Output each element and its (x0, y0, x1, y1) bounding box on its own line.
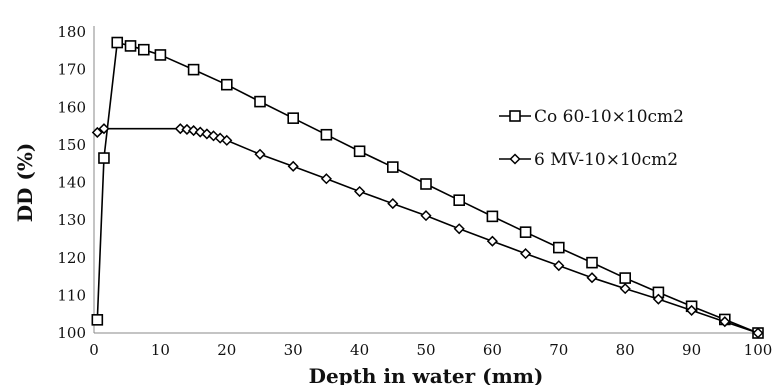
series-2-point (320, 173, 332, 185)
x-tick-label: 70 (549, 341, 568, 359)
y-tick-label: 160 (57, 98, 86, 116)
series-2-point (686, 304, 698, 316)
x-axis-ticks: 0 10 20 30 40 50 60 70 80 90 100 (89, 341, 772, 359)
y-axis-title: DD (%) (13, 143, 37, 223)
y-tick-label: 140 (57, 174, 86, 192)
series-2-point (221, 134, 233, 146)
series-1-point (586, 256, 598, 269)
y-tick-label: 170 (57, 61, 86, 79)
x-tick-label: 90 (682, 341, 701, 359)
series-2-point (553, 260, 565, 272)
x-tick-label: 20 (217, 341, 236, 359)
legend-marker (509, 153, 521, 165)
series-2-point (354, 185, 366, 198)
legend: Co 60-10×10cm2 6 MV-10×10cm2 (499, 107, 684, 170)
x-axis-title: Depth in water (mm) (309, 364, 544, 385)
y-tick-label: 130 (57, 211, 86, 229)
series-layer (91, 36, 764, 339)
x-tick-label: 40 (350, 341, 369, 359)
series-1-point (386, 161, 399, 173)
series-1-point (486, 210, 499, 223)
series-1-point (221, 78, 233, 91)
series-1-point (287, 112, 300, 124)
series-2-point (453, 223, 465, 235)
series-2-point (98, 123, 110, 135)
series-2-point (719, 316, 731, 328)
x-tick-label: 0 (89, 341, 99, 359)
series-1-point (519, 226, 532, 238)
series-1-point (111, 36, 124, 49)
y-tick-label: 120 (57, 249, 86, 267)
legend-entry-2: 6 MV-10×10cm2 (499, 150, 678, 170)
series-1-point (154, 49, 167, 61)
y-tick-label: 180 (57, 23, 86, 41)
series-1-point (453, 194, 466, 206)
series-1-point (91, 314, 104, 326)
series-2 (91, 123, 764, 339)
x-tick-label: 30 (284, 341, 303, 359)
series-2-point (619, 283, 631, 295)
series-2-point (420, 210, 432, 222)
series-1-point (420, 178, 432, 190)
y-tick-label: 110 (57, 286, 86, 304)
series-1-point (138, 43, 150, 56)
y-tick-label: 100 (57, 324, 86, 342)
axes (93, 26, 758, 334)
series-1-point (124, 40, 137, 52)
series-2-point (254, 148, 266, 160)
series-2-point (486, 235, 498, 247)
series-1-point (353, 145, 366, 158)
series-2-point (752, 327, 764, 339)
legend-marker (509, 110, 521, 122)
x-tick-label: 80 (616, 341, 635, 359)
series-1-point (320, 128, 333, 141)
legend-label: Co 60-10×10cm2 (534, 107, 684, 127)
series-2-point (520, 248, 532, 260)
legend-label: 6 MV-10×10cm2 (534, 150, 678, 170)
series-2-point (387, 198, 399, 210)
series-1-point (619, 272, 632, 284)
series-1-point (552, 241, 565, 254)
series-1-point (98, 152, 110, 164)
series-2-point (586, 272, 598, 284)
series-2-point (287, 160, 299, 172)
x-tick-label: 10 (151, 341, 170, 359)
legend-entry-1: Co 60-10×10cm2 (499, 107, 684, 127)
series-2-point (652, 293, 664, 305)
series-1-point (187, 63, 200, 76)
x-tick-label: 60 (483, 341, 502, 359)
series-2-point (174, 123, 186, 135)
x-tick-label: 50 (416, 341, 435, 359)
series-1 (91, 36, 764, 339)
x-tick-label: 100 (744, 341, 772, 359)
series-2-point (91, 126, 103, 139)
series-1-point (254, 95, 266, 108)
y-tick-label: 150 (57, 136, 86, 154)
y-axis-ticks: 100 110 120 130 140 150 160 170 180 (57, 23, 86, 342)
